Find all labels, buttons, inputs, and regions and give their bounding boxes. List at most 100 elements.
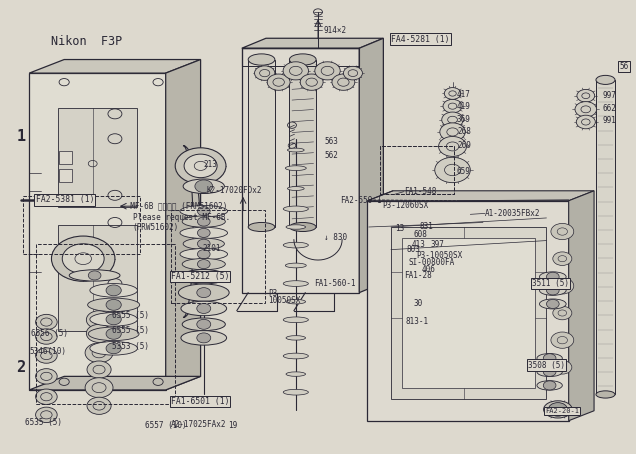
- Circle shape: [551, 223, 574, 240]
- Text: 56: 56: [619, 62, 629, 71]
- Text: 6556 (5): 6556 (5): [31, 329, 68, 338]
- Bar: [58, 225, 137, 331]
- Circle shape: [443, 99, 462, 113]
- Polygon shape: [359, 38, 384, 293]
- Circle shape: [553, 360, 572, 374]
- Circle shape: [283, 62, 308, 80]
- Circle shape: [546, 272, 559, 281]
- Text: P3-: P3-: [268, 290, 282, 298]
- Circle shape: [197, 217, 210, 226]
- Circle shape: [36, 369, 57, 384]
- Ellipse shape: [544, 401, 572, 418]
- Circle shape: [86, 324, 112, 342]
- Text: 659: 659: [457, 167, 471, 176]
- Circle shape: [543, 367, 556, 376]
- Circle shape: [577, 89, 595, 102]
- Circle shape: [197, 303, 211, 313]
- Text: 6535 (5): 6535 (5): [25, 418, 62, 427]
- Ellipse shape: [180, 227, 228, 238]
- Circle shape: [553, 306, 572, 320]
- Circle shape: [197, 239, 210, 248]
- Circle shape: [52, 236, 115, 281]
- Circle shape: [197, 260, 210, 269]
- Text: Nikon  F3P: Nikon F3P: [52, 35, 123, 48]
- Text: A1-20035FBx2: A1-20035FBx2: [485, 209, 541, 218]
- Polygon shape: [183, 146, 200, 317]
- Circle shape: [575, 102, 597, 117]
- Ellipse shape: [286, 300, 305, 304]
- Text: 3511 (5): 3511 (5): [532, 279, 569, 288]
- Ellipse shape: [248, 222, 275, 232]
- Ellipse shape: [537, 380, 562, 390]
- Ellipse shape: [180, 248, 228, 260]
- Text: 563: 563: [324, 137, 338, 145]
- Text: 269: 269: [457, 142, 471, 150]
- Circle shape: [445, 88, 461, 99]
- Circle shape: [195, 180, 212, 192]
- Ellipse shape: [286, 166, 307, 171]
- Circle shape: [332, 74, 355, 90]
- Text: SI-00800FA: SI-00800FA: [408, 258, 454, 267]
- Circle shape: [106, 300, 121, 310]
- Text: 3508 (5): 3508 (5): [528, 360, 565, 370]
- Circle shape: [36, 329, 57, 344]
- Text: 397: 397: [431, 240, 445, 249]
- Circle shape: [36, 407, 57, 423]
- Ellipse shape: [596, 75, 615, 84]
- Text: 406: 406: [422, 265, 435, 274]
- Ellipse shape: [539, 299, 566, 309]
- Circle shape: [551, 332, 574, 348]
- Circle shape: [197, 207, 210, 216]
- Text: 417: 417: [457, 90, 471, 99]
- Text: 803: 803: [407, 245, 421, 254]
- Ellipse shape: [287, 148, 304, 152]
- Circle shape: [88, 271, 101, 280]
- Ellipse shape: [248, 54, 275, 65]
- Ellipse shape: [283, 390, 308, 395]
- Circle shape: [85, 378, 113, 398]
- Circle shape: [197, 288, 211, 298]
- Ellipse shape: [283, 242, 308, 248]
- Polygon shape: [368, 201, 569, 421]
- Circle shape: [442, 112, 463, 128]
- Text: 268: 268: [457, 127, 471, 136]
- Circle shape: [440, 123, 465, 141]
- Ellipse shape: [283, 206, 308, 212]
- Text: Please request MF-6B.: Please request MF-6B.: [133, 212, 230, 222]
- Circle shape: [343, 66, 363, 80]
- Ellipse shape: [183, 179, 225, 193]
- Ellipse shape: [181, 301, 226, 316]
- Text: ← MF-6B で要求方 (FRM51602): ← MF-6B で要求方 (FRM51602): [121, 202, 228, 211]
- Circle shape: [546, 286, 559, 295]
- Circle shape: [86, 311, 112, 329]
- Text: P3-12060SX: P3-12060SX: [383, 201, 429, 210]
- Text: FA4-5281 (1): FA4-5281 (1): [391, 35, 450, 44]
- Text: 13: 13: [395, 224, 404, 233]
- Ellipse shape: [539, 286, 566, 296]
- Text: 2101: 2101: [202, 244, 221, 253]
- Bar: [402, 238, 535, 388]
- Ellipse shape: [183, 238, 225, 249]
- Ellipse shape: [539, 272, 566, 282]
- Ellipse shape: [88, 327, 139, 340]
- Ellipse shape: [178, 284, 229, 301]
- Circle shape: [254, 66, 275, 80]
- Text: FA1-6501 (1): FA1-6501 (1): [171, 397, 229, 406]
- Text: 419: 419: [457, 102, 471, 111]
- Circle shape: [197, 272, 211, 282]
- Bar: [58, 108, 137, 207]
- Circle shape: [197, 228, 210, 237]
- Text: 2: 2: [17, 360, 25, 375]
- Text: 5346(10): 5346(10): [29, 347, 66, 356]
- Polygon shape: [569, 191, 594, 421]
- Circle shape: [62, 244, 104, 274]
- Ellipse shape: [181, 270, 226, 284]
- Bar: [59, 151, 72, 163]
- Ellipse shape: [69, 270, 120, 281]
- Text: ↓ 830: ↓ 830: [324, 233, 347, 242]
- Ellipse shape: [88, 298, 140, 311]
- Circle shape: [551, 278, 574, 294]
- Ellipse shape: [182, 258, 225, 270]
- Circle shape: [435, 157, 470, 183]
- Circle shape: [300, 74, 323, 90]
